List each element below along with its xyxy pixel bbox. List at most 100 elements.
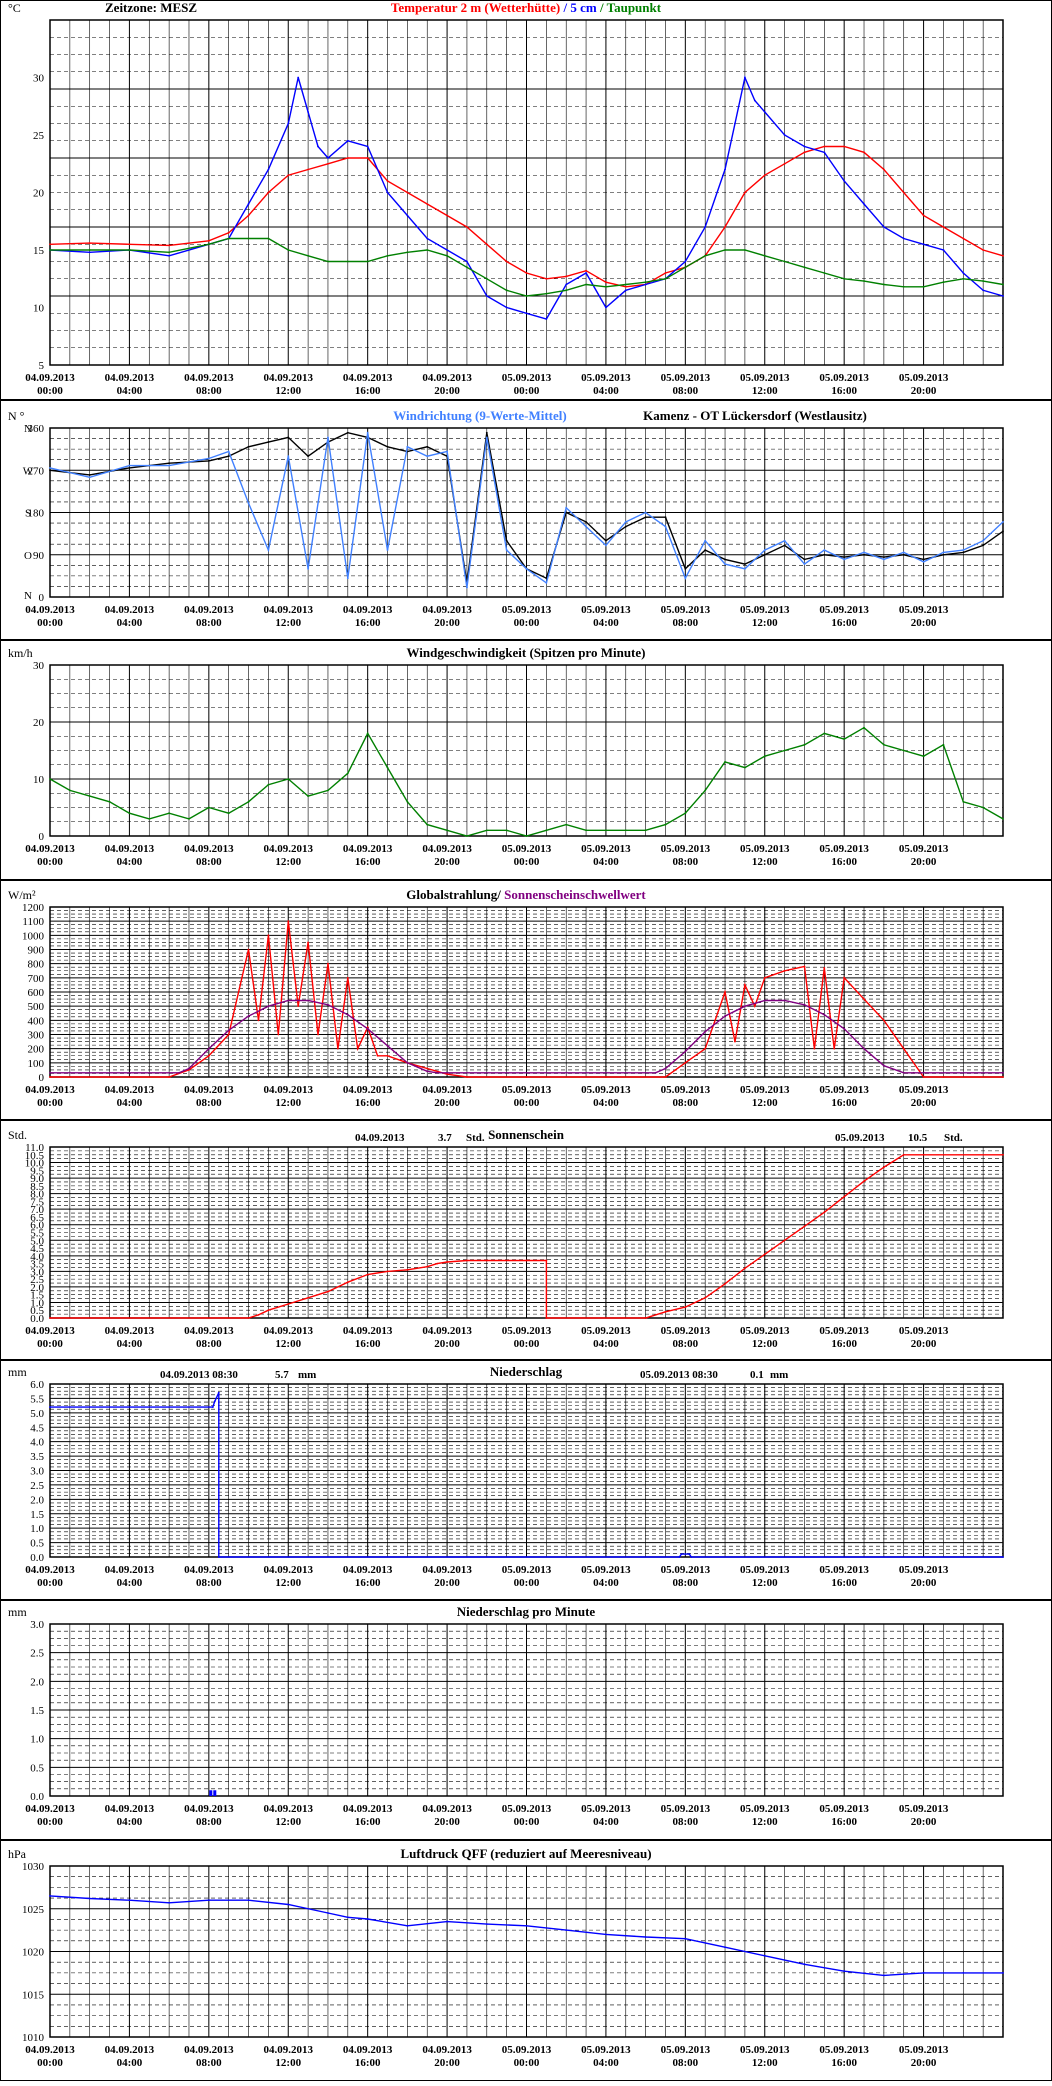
y-tick-label: 15 <box>33 245 45 257</box>
data-point <box>1002 530 1004 533</box>
data-point <box>1002 295 1004 297</box>
data-point <box>1002 520 1004 523</box>
panel-precip_min: 0.00.51.01.52.02.53.0mm04.09.201300:0004… <box>0 1600 1052 1840</box>
data-point <box>376 1054 379 1057</box>
bar <box>209 1790 213 1796</box>
title-part: Taupunkt <box>604 0 662 15</box>
x-tick-time: 12:00 <box>275 1577 301 1589</box>
x-tick-date: 04.09.2013 <box>343 1325 393 1337</box>
data-point <box>624 285 627 288</box>
x-tick-date: 04.09.2013 <box>25 1325 75 1337</box>
x-tick-time: 00:00 <box>514 617 540 629</box>
data-point <box>49 1406 51 1408</box>
data-point <box>783 162 786 165</box>
bar <box>213 1790 217 1796</box>
y-tick-label: 3.5 <box>30 1451 44 1463</box>
data-point <box>644 281 647 284</box>
data-point <box>366 732 369 735</box>
x-tick-time: 20:00 <box>911 385 937 397</box>
data-point <box>327 1003 329 1006</box>
x-tick-time: 04:00 <box>117 385 143 397</box>
data-point <box>704 226 707 228</box>
data-point <box>902 285 905 288</box>
x-tick-date: 04.09.2013 <box>343 843 393 855</box>
data-point <box>346 431 349 434</box>
data-point <box>466 1076 468 1078</box>
series-group <box>49 1391 1004 1558</box>
x-tick-date: 05.09.2013 <box>661 372 711 384</box>
x-tick-time: 04:00 <box>117 856 143 868</box>
y-tick-label: 3.0 <box>30 1266 44 1278</box>
data-point <box>307 168 310 171</box>
x-tick-date: 05.09.2013 <box>899 1084 949 1096</box>
data-point <box>942 249 945 251</box>
data-point <box>922 1153 925 1156</box>
data-point <box>327 789 329 792</box>
data-point <box>1002 1071 1004 1074</box>
data-point <box>217 1391 220 1394</box>
x-tick-time: 04:00 <box>593 1338 619 1350</box>
data-point <box>188 818 190 820</box>
grid <box>49 1865 1004 2038</box>
data-point <box>287 920 290 923</box>
data-point <box>565 1929 568 1932</box>
data-point <box>406 191 409 194</box>
data-point <box>724 226 726 228</box>
y-axis-label: Std. <box>8 1128 27 1142</box>
data-point <box>624 289 627 292</box>
data-point <box>863 553 865 556</box>
data-point <box>743 567 746 570</box>
y-tick-label: 1.0 <box>30 1297 44 1309</box>
y-tick-label: 8.0 <box>30 1189 44 1201</box>
data-point <box>724 249 726 251</box>
data-point <box>585 520 587 523</box>
chart-title-text: Niederschlag pro Minute <box>457 1604 596 1619</box>
x-tick-time: 08:00 <box>672 617 698 629</box>
x-tick-time: 08:00 <box>672 1577 698 1589</box>
x-tick-date: 04.09.2013 <box>25 843 75 855</box>
x-tick-date: 04.09.2013 <box>264 1564 314 1576</box>
data-point <box>605 281 607 284</box>
note-right-unit: Std. <box>944 1132 963 1144</box>
note-left-value: 5.7 <box>275 1369 289 1381</box>
data-point <box>545 1259 548 1262</box>
data-point <box>982 806 985 809</box>
data-point <box>436 1262 439 1265</box>
x-tick-time: 04:00 <box>117 2057 143 2069</box>
series-line <box>50 1392 1003 1558</box>
x-tick-time: 08:00 <box>672 2057 698 2069</box>
y-tick-label: 300 <box>28 1030 45 1042</box>
chart-title: Globalstrahlung/ Sonnenscheinschwellwert <box>406 887 646 902</box>
data-point <box>257 1313 260 1316</box>
y-tick-label: 5.5 <box>30 1228 44 1240</box>
x-tick-date: 04.09.2013 <box>343 1803 393 1815</box>
data-point <box>505 289 508 292</box>
y-tick-label: 0 <box>39 592 45 604</box>
y-tick-label: 0 <box>39 1072 45 1084</box>
x-tick-time: 08:00 <box>196 1816 222 1828</box>
data-point <box>287 122 290 125</box>
x-tick-time: 00:00 <box>514 2057 540 2069</box>
panel-precip: 0.00.51.01.52.02.53.03.54.04.55.05.56.0m… <box>0 1360 1052 1600</box>
data-point <box>366 431 369 434</box>
data-point <box>585 269 587 272</box>
x-tick-date: 04.09.2013 <box>343 2044 393 2056</box>
x-tick-time: 16:00 <box>355 856 381 868</box>
data-point <box>783 999 786 1002</box>
x-tick-date: 04.09.2013 <box>184 1084 234 1096</box>
y-axis: 0.0 0.5 1.0 1.5 2.0 2.5 3.0mm <box>8 1605 45 1803</box>
data-point <box>366 145 369 148</box>
x-axis: 04.09.201300:0004.09.201304:0004.09.2013… <box>25 843 949 868</box>
data-point <box>49 249 51 251</box>
data-point <box>704 549 707 551</box>
data-point <box>605 539 607 542</box>
data-point <box>1002 254 1004 257</box>
data-point <box>644 1936 647 1938</box>
data-point <box>654 1071 657 1074</box>
x-tick-time: 08:00 <box>672 1816 698 1828</box>
data-point <box>327 260 329 263</box>
x-tick-time: 16:00 <box>831 385 857 397</box>
compass-label: O <box>24 550 32 562</box>
